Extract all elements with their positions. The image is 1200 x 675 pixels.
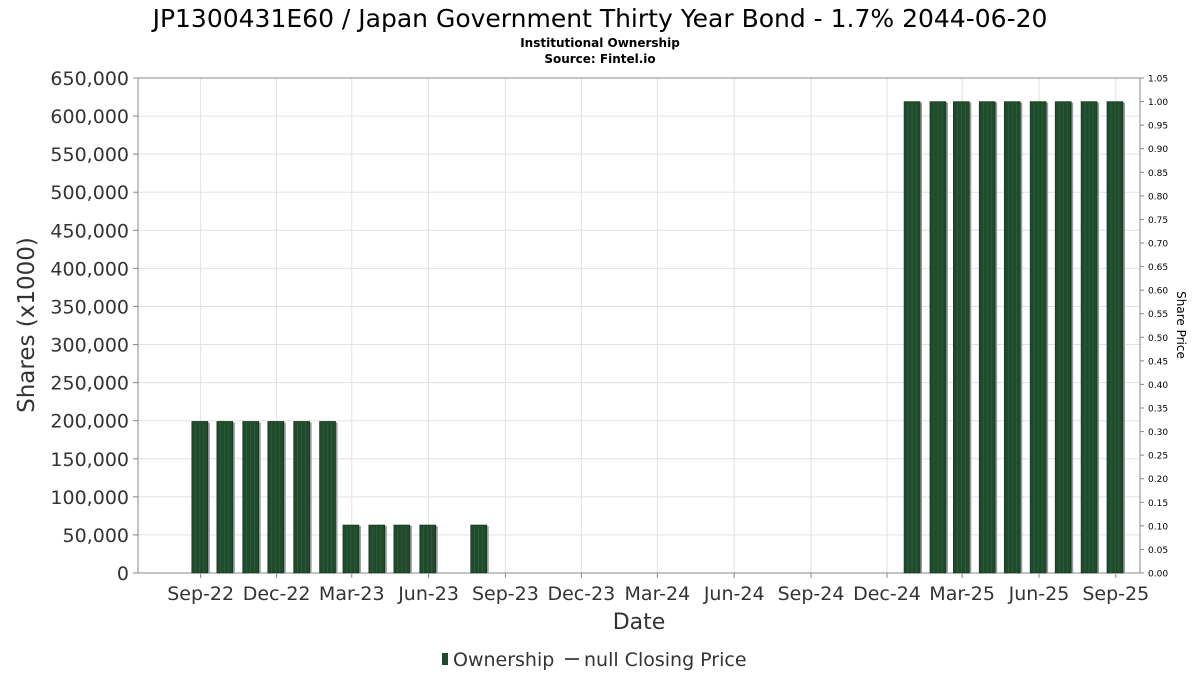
x-tick-label: Jun-24	[703, 583, 765, 605]
y-tick-label: 100,000	[50, 487, 129, 509]
y2-tick-label: 0.75	[1148, 216, 1168, 226]
y2-tick-label: 0.85	[1148, 169, 1168, 179]
x-tick-label: Dec-22	[243, 583, 311, 605]
y2-tick-label: 0.65	[1148, 263, 1168, 273]
y2-axis-ticks: 0.00 0.05 0.10 0.15 0.20 0.25 0.30 0.35 0.40 0.45…	[1140, 75, 1168, 580]
y-tick-label: 500,000	[50, 182, 129, 204]
y2-tick-label: 0.35	[1148, 405, 1168, 415]
y-tick-label: 600,000	[50, 106, 129, 128]
x-tick-label: Sep-22	[167, 583, 234, 605]
y-tick-label: 50,000	[63, 525, 129, 547]
chart-subtitle: Institutional Ownership	[520, 36, 680, 50]
y2-tick-label: 0.90	[1148, 145, 1168, 155]
chart-source: Source: Fintel.io	[544, 52, 655, 66]
y2-tick-label: 0.00	[1148, 570, 1168, 580]
y2-tick-label: 0.80	[1148, 192, 1168, 202]
x-tick-label: Dec-24	[853, 583, 921, 605]
y-tick-label: 450,000	[50, 220, 129, 242]
y-tick-label: 0	[117, 563, 129, 585]
x-axis-label: Date	[613, 610, 666, 635]
y-tick-label: 300,000	[50, 335, 129, 357]
x-tick-label: Sep-23	[472, 583, 539, 605]
y2-tick-label: 0.50	[1148, 334, 1168, 344]
legend: Ownership null Closing Price	[442, 649, 747, 671]
x-tick-label: Mar-25	[929, 583, 995, 605]
y-tick-label: 250,000	[50, 373, 129, 395]
legend-closing-price-label: null Closing Price	[584, 649, 747, 671]
x-tick-label: Jun-25	[1008, 583, 1070, 605]
bars-group	[191, 101, 1125, 574]
y-tick-label: 550,000	[50, 144, 129, 166]
y2-tick-label: 1.00	[1148, 98, 1168, 108]
y-axis-label: Shares (x1000)	[14, 237, 40, 413]
x-tick-label: Mar-23	[319, 583, 385, 605]
legend-ownership-swatch	[442, 653, 448, 665]
y2-tick-label: 0.55	[1148, 310, 1168, 320]
x-tick-label: Mar-24	[625, 583, 691, 605]
x-axis-ticks: Sep-22 Dec-22 Mar-23 Jun-23 Sep-23 Dec-23 Mar-…	[167, 573, 1149, 605]
y-tick-label: 150,000	[50, 449, 129, 471]
chart-title: JP1300431E60 / Japan Government Thirty Y…	[151, 4, 1048, 33]
y2-tick-label: 0.40	[1148, 381, 1168, 391]
y2-tick-label: 0.20	[1148, 475, 1168, 485]
y-axis-ticks: 0 50,000 100,000 150,000 200,000 250,000 300,0…	[50, 68, 138, 585]
x-tick-label: Sep-25	[1082, 583, 1149, 605]
y2-axis-label: Share Price	[1174, 291, 1188, 359]
x-tick-label: Jun-23	[397, 583, 459, 605]
y-tick-label: 400,000	[50, 258, 129, 280]
y2-tick-label: 0.05	[1148, 546, 1168, 556]
y2-tick-label: 0.30	[1148, 428, 1168, 438]
x-tick-label: Sep-24	[778, 583, 845, 605]
y-tick-label: 200,000	[50, 411, 129, 433]
y2-tick-label: 0.10	[1148, 522, 1168, 532]
y-tick-label: 350,000	[50, 296, 129, 318]
y2-tick-label: 1.05	[1148, 75, 1168, 85]
y-tick-label: 650,000	[50, 68, 129, 90]
legend-ownership-label: Ownership	[453, 649, 554, 671]
y2-tick-label: 0.15	[1148, 499, 1168, 509]
y2-tick-label: 0.95	[1148, 122, 1168, 132]
y2-tick-label: 0.70	[1148, 240, 1168, 250]
y2-tick-label: 0.25	[1148, 452, 1168, 462]
y2-tick-label: 0.45	[1148, 357, 1168, 367]
x-tick-label: Dec-23	[547, 583, 615, 605]
y2-tick-label: 0.60	[1148, 287, 1168, 297]
plot-area	[137, 77, 1141, 574]
